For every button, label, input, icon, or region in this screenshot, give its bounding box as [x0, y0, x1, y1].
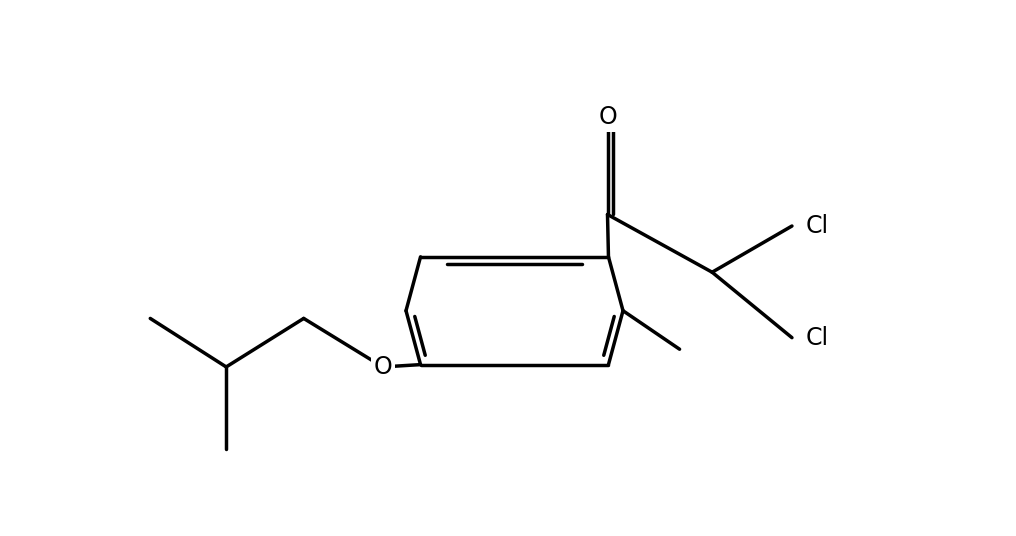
- Text: O: O: [598, 105, 617, 129]
- Text: O: O: [373, 355, 392, 379]
- Text: Cl: Cl: [806, 214, 828, 238]
- Text: Cl: Cl: [806, 326, 828, 349]
